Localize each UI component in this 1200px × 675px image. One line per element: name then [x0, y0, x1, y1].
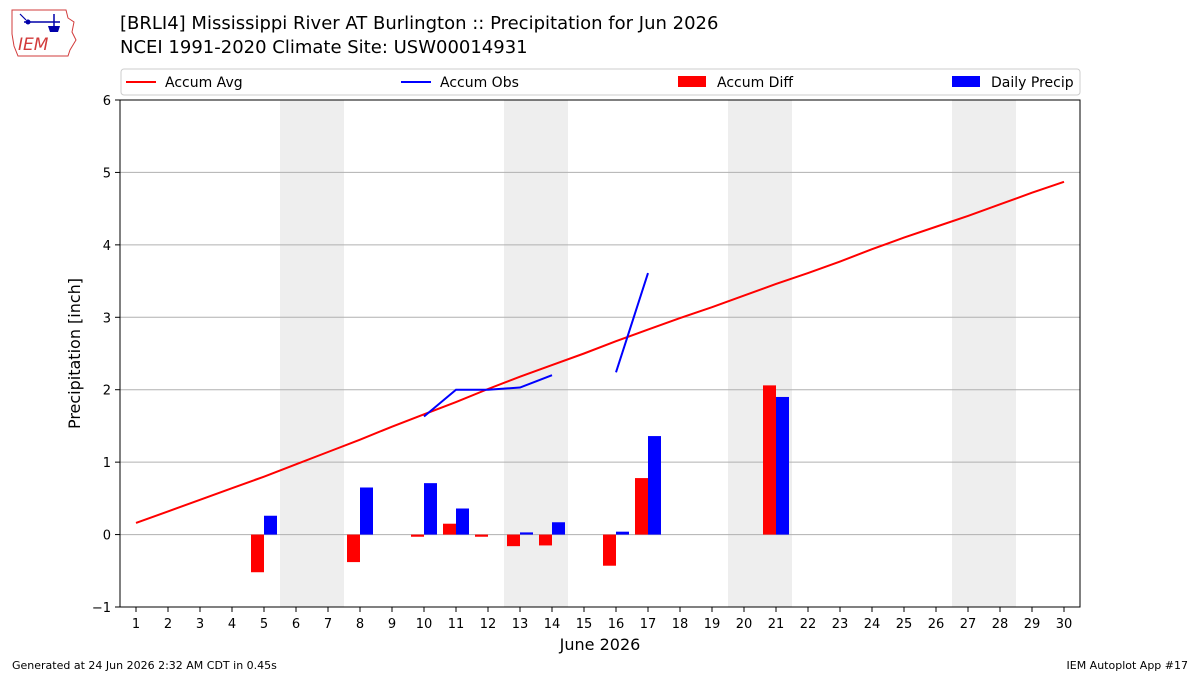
- y-tick-label--1: −1: [92, 601, 111, 616]
- accum-diff-bar-day-14: [539, 534, 552, 546]
- generated-timestamp: Generated at 24 Jun 2026 2:32 AM CDT in …: [12, 659, 277, 672]
- x-tick-label-16: 16: [608, 617, 625, 632]
- iowa-state-outline: [11, 9, 77, 57]
- y-tick-label-6: 6: [103, 94, 111, 109]
- y-axis-label: Precipitation [inch]: [65, 278, 84, 429]
- accum-diff-bar-day-11: [443, 523, 456, 535]
- x-tick-label-1: 1: [132, 617, 140, 632]
- x-tick-label-30: 30: [1056, 617, 1073, 632]
- accum-avg-line: [135, 180, 1065, 524]
- y-tick-label-0: 0: [103, 529, 111, 544]
- daily-precip-bar-day-16: [616, 531, 629, 535]
- x-tick-label-13: 13: [512, 617, 529, 632]
- daily-precip-bar-day-13: [520, 532, 533, 535]
- x-tick-label-8: 8: [356, 617, 364, 632]
- app-label: IEM Autoplot App #17: [1066, 659, 1189, 672]
- daily-precip-bar-day-10: [424, 483, 437, 535]
- x-tick-label-6: 6: [292, 617, 300, 632]
- daily-precip-bar-day-8: [360, 487, 373, 535]
- accum-diff-bar-day-13: [507, 534, 520, 547]
- x-tick-label-11: 11: [448, 617, 465, 632]
- x-tick-label-23: 23: [832, 617, 849, 632]
- x-tick-label-26: 26: [928, 617, 945, 632]
- y-tick-label-5: 5: [103, 166, 111, 181]
- y-tick-label-4: 4: [103, 239, 111, 254]
- daily-precip-bar-day-14: [552, 522, 565, 535]
- chart-subtitle: NCEI 1991-2020 Climate Site: USW00014931: [120, 37, 528, 58]
- logo-text: IEM: [18, 35, 49, 55]
- y-tick-label-2: 2: [103, 384, 111, 399]
- x-tick-label-27: 27: [960, 617, 977, 632]
- weekend-band-0: [280, 100, 344, 607]
- x-tick-label-28: 28: [992, 617, 1009, 632]
- legend-swatch-accum-diff: [678, 76, 706, 87]
- x-tick-label-4: 4: [228, 617, 236, 632]
- x-tick-label-20: 20: [736, 617, 753, 632]
- legend-label-accum-obs: Accum Obs: [440, 75, 519, 91]
- legend-box: [120, 68, 1081, 96]
- weekend-band-3: [952, 100, 1016, 607]
- accum-diff-bar-day-8: [347, 534, 360, 563]
- x-tick-label-7: 7: [324, 617, 332, 632]
- x-tick-label-3: 3: [196, 617, 204, 632]
- x-tick-label-21: 21: [768, 617, 785, 632]
- x-tick-label-2: 2: [164, 617, 172, 632]
- legend: Accum Avg Accum Obs Accum Diff Daily Precip: [120, 68, 1081, 96]
- x-tick-label-18: 18: [672, 617, 689, 632]
- x-tick-label-22: 22: [800, 617, 817, 632]
- x-tick-label-9: 9: [388, 617, 396, 632]
- x-tick-label-29: 29: [1024, 617, 1041, 632]
- x-tick-label-10: 10: [416, 617, 433, 632]
- accum-diff-bar-day-10: [411, 534, 424, 537]
- x-tick-label-5: 5: [260, 617, 268, 632]
- x-tick-label-14: 14: [544, 617, 561, 632]
- x-tick-label-15: 15: [576, 617, 593, 632]
- iem-logo: IEM: [11, 9, 77, 57]
- x-tick-label-24: 24: [864, 617, 881, 632]
- legend-label-accum-avg: Accum Avg: [165, 75, 243, 91]
- daily-precip-bar-day-11: [456, 508, 469, 535]
- chart-title: [BRLI4] Mississippi River AT Burlington …: [120, 13, 719, 34]
- daily-precip-bar-day-17: [648, 436, 661, 535]
- accum-diff-bar-day-21: [763, 385, 776, 535]
- x-tick-label-25: 25: [896, 617, 913, 632]
- accum-obs-line-segment-1: [615, 272, 649, 373]
- x-tick-label-12: 12: [480, 617, 497, 632]
- x-tick-label-19: 19: [704, 617, 721, 632]
- daily-precip-bar-day-5: [264, 515, 277, 535]
- legend-label-accum-diff: Accum Diff: [717, 75, 793, 91]
- daily-precip-bar-day-21: [776, 396, 789, 535]
- accum-obs-line-segment-0: [423, 374, 553, 418]
- y-tick-label-3: 3: [103, 311, 111, 326]
- weather-station-icon: [19, 13, 60, 32]
- x-axis-label: June 2026: [559, 635, 641, 654]
- legend-swatch-daily-precip: [952, 76, 980, 87]
- legend-label-daily-precip: Daily Precip: [991, 75, 1074, 91]
- x-tick-label-17: 17: [640, 617, 657, 632]
- accum-diff-bar-day-5: [251, 534, 264, 573]
- accum-diff-bar-day-17: [635, 478, 648, 535]
- y-tick-label-1: 1: [103, 456, 111, 471]
- plot-frame: [119, 99, 1081, 608]
- accum-diff-bar-day-16: [603, 534, 616, 566]
- accum-diff-bar-day-12: [475, 534, 488, 537]
